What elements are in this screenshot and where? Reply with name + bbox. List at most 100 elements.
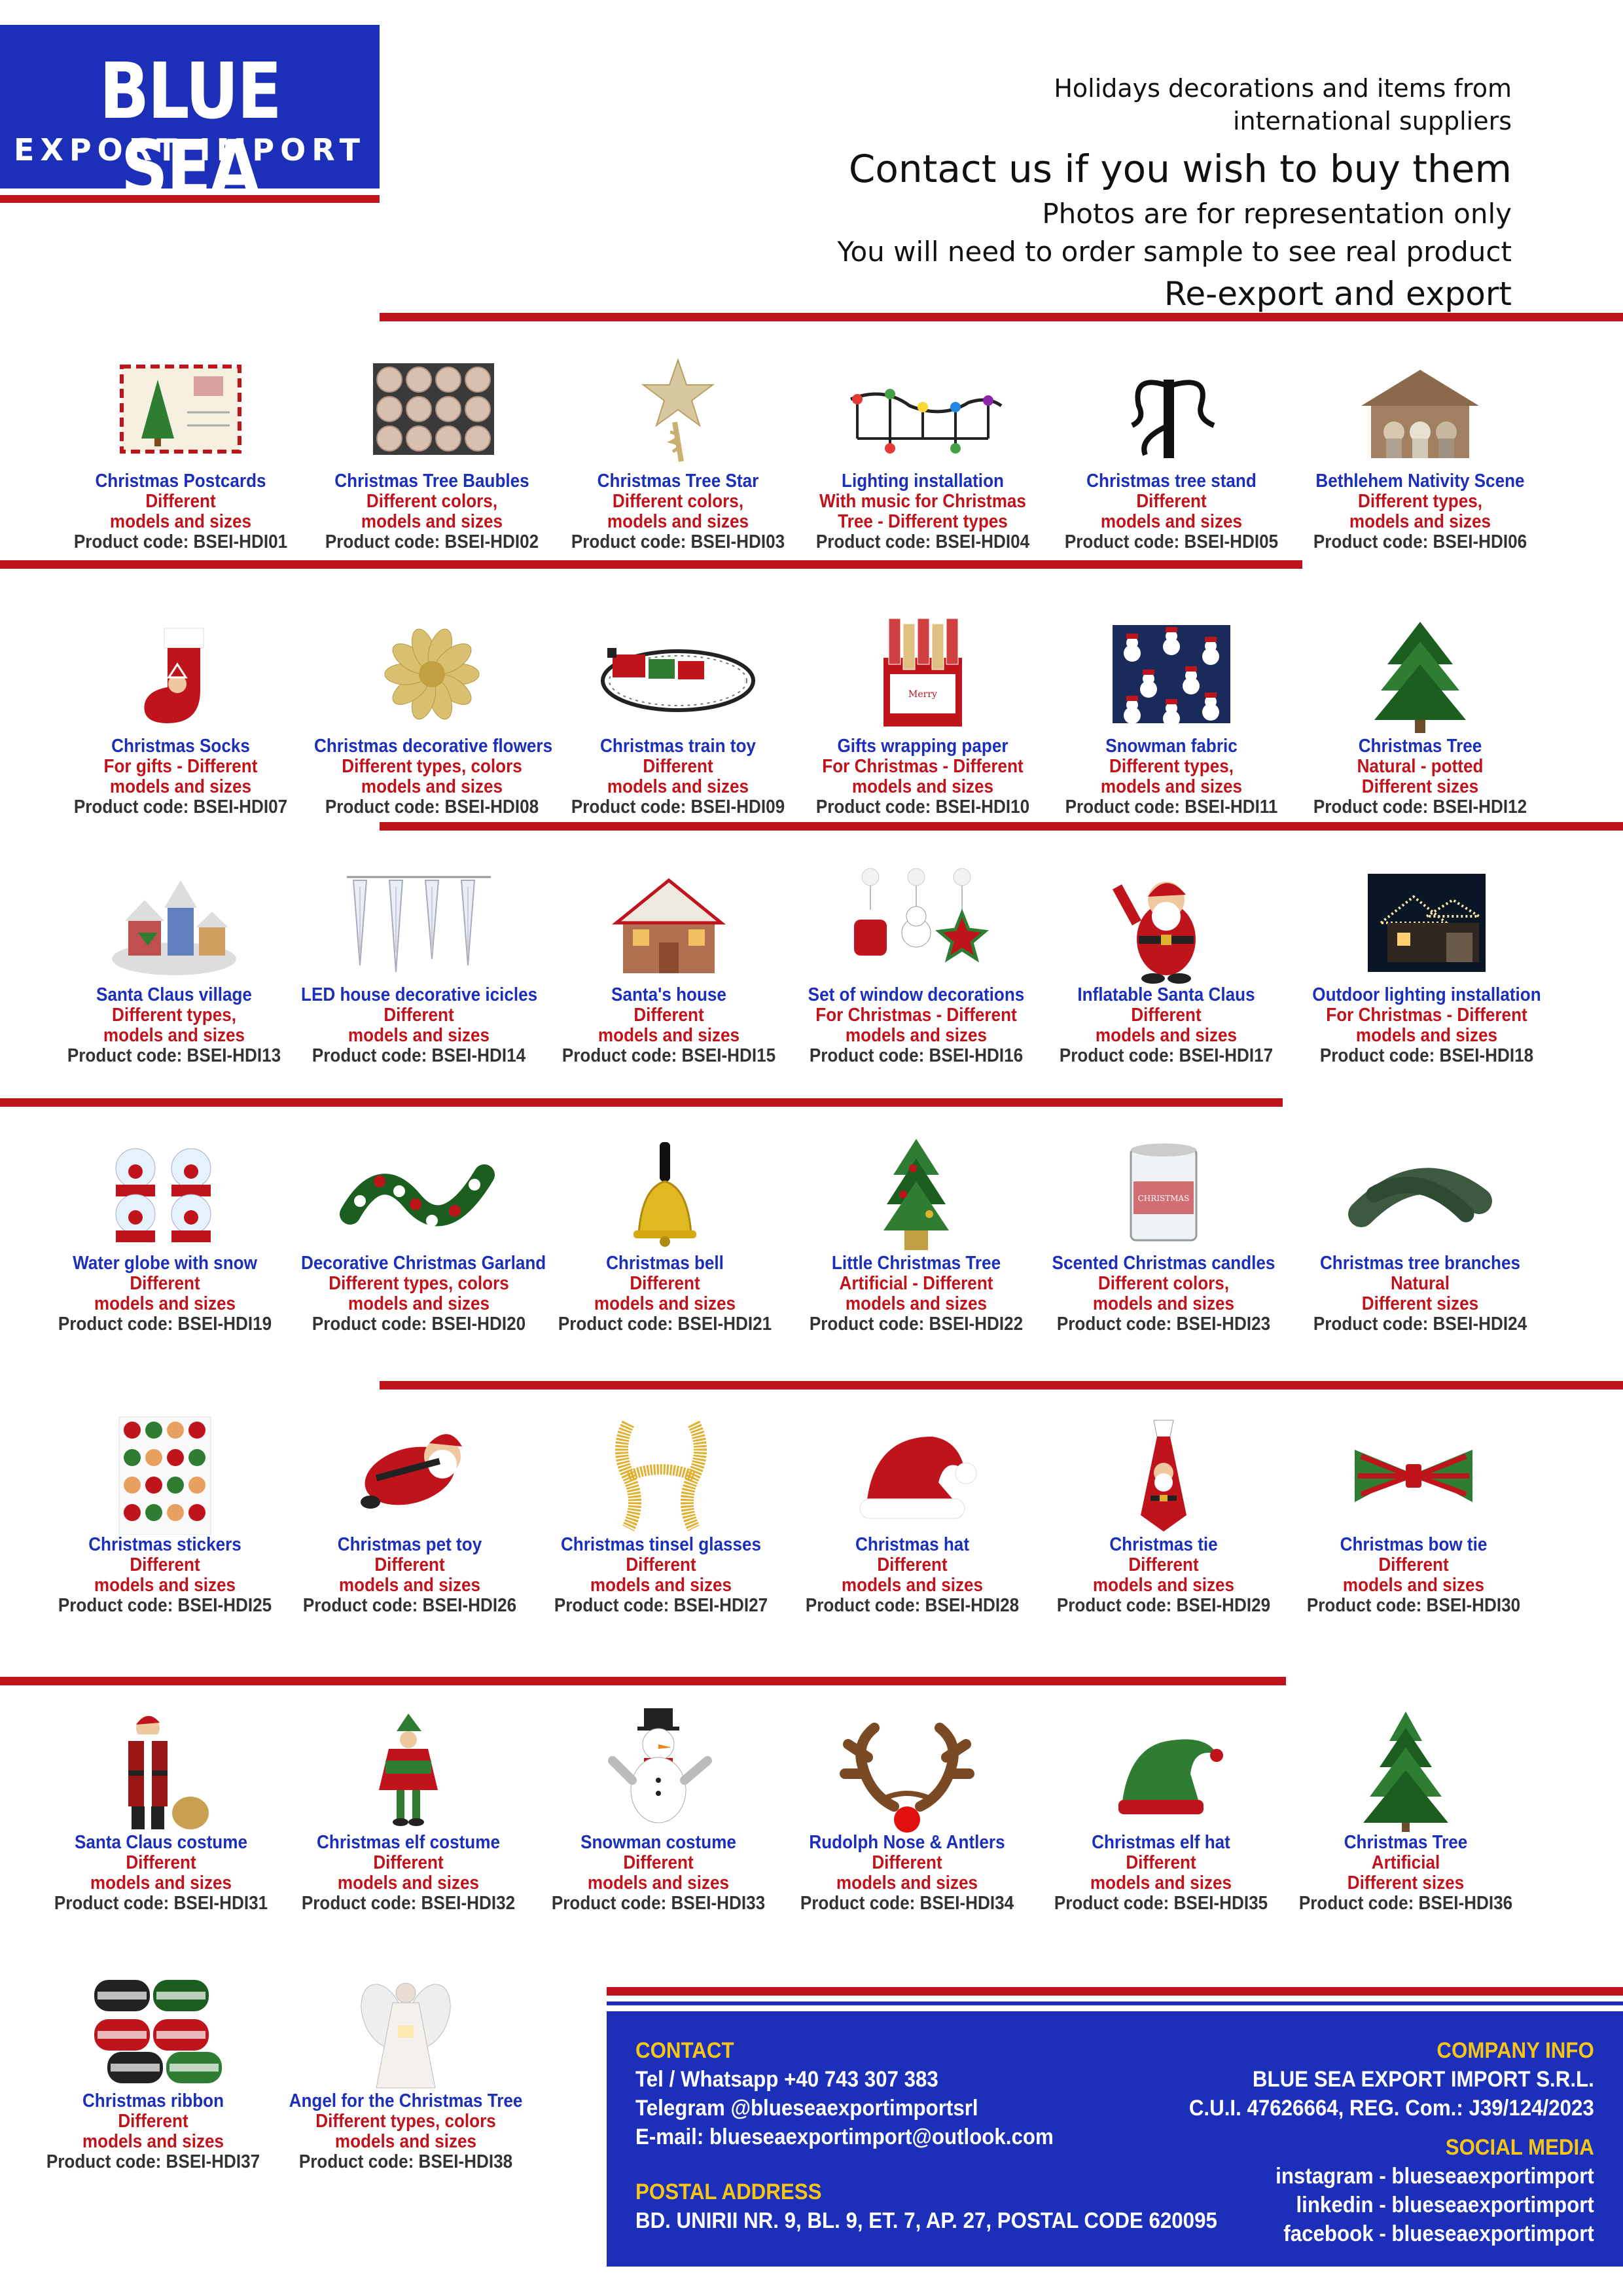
product-description-1: Different (877, 1554, 948, 1575)
bow-tie-icon (1329, 1410, 1499, 1535)
product-name: Christmas tree branches (1319, 1253, 1521, 1274)
product-item: Christmas train toy Different models and… (547, 612, 809, 817)
facebook-link[interactable]: facebook - blueseaexportimport (1283, 2221, 1594, 2246)
logo-underline (0, 195, 380, 203)
product-name: Lighting installation (842, 471, 1004, 492)
product-item: Lighting installation With music for Chr… (792, 347, 1054, 552)
product-description-2: models and sizes (845, 1025, 988, 1046)
product-description-1: Different types, (111, 1005, 236, 1026)
product-description-1: Different (633, 1005, 704, 1026)
product-description-2: models and sizes (334, 2131, 477, 2152)
product-item: Snowman costume Different models and siz… (527, 1708, 789, 1914)
garland-icon (334, 1129, 504, 1253)
email-address[interactable]: E-mail: blueseaexportimport@outlook.com (635, 2125, 1054, 2149)
product-name: Christmas Socks (111, 736, 250, 757)
product-description-1: Artificial - Different (839, 1273, 993, 1294)
product-name: Snowman fabric (1105, 736, 1238, 757)
product-description-2: models and sizes (1092, 1575, 1235, 1596)
telegram-handle[interactable]: Telegram @blueseaexportimportsrl (635, 2096, 978, 2121)
phone-number[interactable]: Tel / Whatsapp +40 743 307 383 (635, 2067, 938, 2092)
product-name: Christmas pet toy (337, 1534, 482, 1555)
contact-title: CONTACT (635, 2038, 734, 2063)
artificial-tree-icon (1321, 1708, 1491, 1833)
product-item: Christmas pet toy Different models and s… (279, 1410, 541, 1616)
candle-icon: CHRISTMAS (1079, 1129, 1249, 1253)
product-description-1: Different (623, 1852, 694, 1873)
product-description-2: models and sizes (590, 1575, 732, 1596)
product-item: Christmas tree branches Natural Differen… (1289, 1129, 1551, 1335)
product-description-2: models and sizes (1100, 776, 1243, 797)
train-icon (593, 612, 763, 736)
linkedin-link[interactable]: linkedin - blueseaexportimport (1296, 2193, 1594, 2217)
product-item: Christmas Postcards Different models and… (50, 347, 312, 552)
product-code: Product code: BSEI-HDI29 (1056, 1595, 1271, 1616)
product-description-2: models and sizes (90, 1873, 232, 1893)
product-name: Christmas Postcards (95, 471, 266, 492)
product-description-2: models and sizes (845, 1293, 988, 1314)
separator-line (607, 1987, 1623, 1996)
product-code: Product code: BSEI-HDI23 (1056, 1314, 1271, 1335)
product-item: Christmas tie Different models and sizes… (1033, 1410, 1294, 1616)
product-description-1: Different colors, (612, 491, 744, 512)
product-code: Product code: BSEI-HDI03 (571, 531, 785, 552)
product-code: Product code: BSEI-HDI15 (562, 1045, 776, 1066)
instagram-link[interactable]: instagram - blueseaexportimport (1275, 2164, 1594, 2189)
social-media-title: SOCIAL MEDIA (1445, 2135, 1594, 2160)
product-description-1: Different (1136, 491, 1207, 512)
product-item: Rudolph Nose & Antlers Different models … (776, 1708, 1038, 1914)
product-code: Product code: BSEI-HDI26 (302, 1595, 517, 1616)
product-item: Snowman fabric Different types, models a… (1041, 612, 1302, 817)
product-description-2: models and sizes (361, 511, 503, 532)
product-description-2: models and sizes (1100, 511, 1243, 532)
window-deco-icon (831, 861, 1001, 985)
product-description-2: models and sizes (597, 1025, 740, 1046)
product-description-2: models and sizes (82, 2131, 224, 2152)
product-item: Set of window decorations For Christmas … (785, 861, 1047, 1066)
product-name: Christmas hat (855, 1534, 970, 1555)
product-description-1: Different types, (1109, 756, 1234, 777)
product-name: Gifts wrapping paper (837, 736, 1008, 757)
product-description-1: Different (373, 1852, 444, 1873)
angel-icon (321, 1967, 491, 2091)
product-description-2: models and sizes (348, 1293, 490, 1314)
product-code: Product code: BSEI-HDI34 (800, 1893, 1014, 1914)
product-description-2: models and sizes (1355, 1025, 1498, 1046)
branches-icon (1335, 1129, 1505, 1253)
header-line-2: international suppliers (1233, 107, 1512, 135)
product-description-2: models and sizes (338, 1575, 481, 1596)
elf-hat-icon (1076, 1708, 1246, 1833)
product-description-1: Different (130, 1273, 200, 1294)
product-name: Christmas stickers (88, 1534, 241, 1555)
product-name: Christmas tree stand (1086, 471, 1257, 492)
lights-icon (838, 347, 1008, 471)
santa-hat-icon (827, 1410, 997, 1535)
product-item: Bethlehem Nativity Scene Different types… (1289, 347, 1551, 552)
product-description-2: models and sizes (109, 776, 252, 797)
product-item: Christmas elf hat Different models and s… (1030, 1708, 1292, 1914)
santa-costume-icon (76, 1708, 246, 1833)
product-description-2: models and sizes (1349, 511, 1491, 532)
product-name: Snowman costume (580, 1832, 736, 1853)
product-description-1: Natural (1391, 1273, 1450, 1294)
product-item: Christmas elf costume Different models a… (277, 1708, 539, 1914)
product-name: Set of window decorations (808, 984, 1025, 1005)
outdoor-lights-icon (1342, 861, 1512, 985)
product-name: Inflatable Santa Claus (1077, 984, 1255, 1005)
product-name: Christmas bell (606, 1253, 724, 1274)
footer-right: COMPANY INFO BLUE SEA EXPORT IMPORT S.R.… (1154, 2036, 1594, 2248)
header-text-block: Holidays decorations and items from inte… (661, 72, 1512, 317)
snow-globe-icon (80, 1129, 250, 1253)
product-name: Decorative Christmas Garland (301, 1253, 546, 1274)
product-name: Water globe with snow (73, 1253, 257, 1274)
product-code: Product code: BSEI-HDI33 (551, 1893, 766, 1914)
product-description-1: Different types, colors (315, 2111, 496, 2132)
product-item: Merry Gifts wrapping paper For Christmas… (792, 612, 1054, 817)
product-item: Christmas stickers Different models and … (34, 1410, 296, 1616)
product-name: Christmas ribbon (82, 2090, 224, 2111)
product-description-2: models and sizes (1092, 1293, 1235, 1314)
company-registration: C.U.I. 47626664, REG. Com.: J39/124/2023 (1188, 2096, 1594, 2121)
product-item: CHRISTMAS Scented Christmas candles Diff… (1033, 1129, 1294, 1335)
product-item: Christmas decorative flowers Different t… (301, 612, 563, 817)
product-description-1: Different (626, 1554, 696, 1575)
product-item: Christmas tree stand Different models an… (1041, 347, 1302, 552)
